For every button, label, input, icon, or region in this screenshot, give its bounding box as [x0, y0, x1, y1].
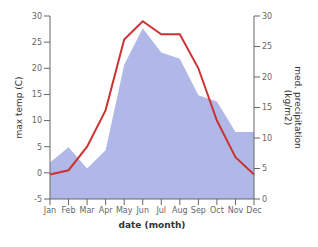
svg-text:Oct: Oct	[210, 206, 224, 215]
svg-text:Apr: Apr	[99, 206, 114, 215]
svg-text:Nov: Nov	[228, 206, 244, 215]
svg-text:0: 0	[262, 195, 267, 204]
svg-text:May: May	[116, 206, 133, 215]
svg-text:med. precipitation: med. precipitation	[293, 66, 303, 148]
svg-text:(kg/m2): (kg/m2)	[283, 90, 293, 125]
svg-text:Sep: Sep	[191, 206, 206, 215]
svg-text:date (month): date (month)	[119, 220, 186, 230]
svg-text:Mar: Mar	[80, 206, 96, 215]
svg-text:10: 10	[32, 116, 42, 125]
svg-text:30: 30	[262, 12, 272, 21]
svg-text:-5: -5	[34, 195, 42, 204]
svg-text:5: 5	[262, 164, 267, 173]
svg-text:Jun: Jun	[135, 206, 149, 215]
svg-text:15: 15	[262, 103, 272, 112]
svg-text:Dec: Dec	[246, 206, 261, 215]
svg-text:0: 0	[37, 169, 42, 178]
svg-text:20: 20	[262, 73, 272, 82]
svg-text:20: 20	[32, 64, 42, 73]
svg-text:10: 10	[262, 134, 272, 143]
svg-text:Feb: Feb	[61, 206, 75, 215]
svg-text:5: 5	[37, 143, 42, 152]
svg-text:25: 25	[262, 42, 272, 51]
svg-text:max temp (C): max temp (C)	[14, 76, 24, 138]
svg-text:Jul: Jul	[155, 206, 166, 215]
svg-text:Aug: Aug	[172, 206, 188, 215]
svg-text:Jan: Jan	[43, 206, 56, 215]
svg-text:25: 25	[32, 38, 42, 47]
svg-text:30: 30	[32, 12, 42, 21]
svg-text:15: 15	[32, 90, 42, 99]
